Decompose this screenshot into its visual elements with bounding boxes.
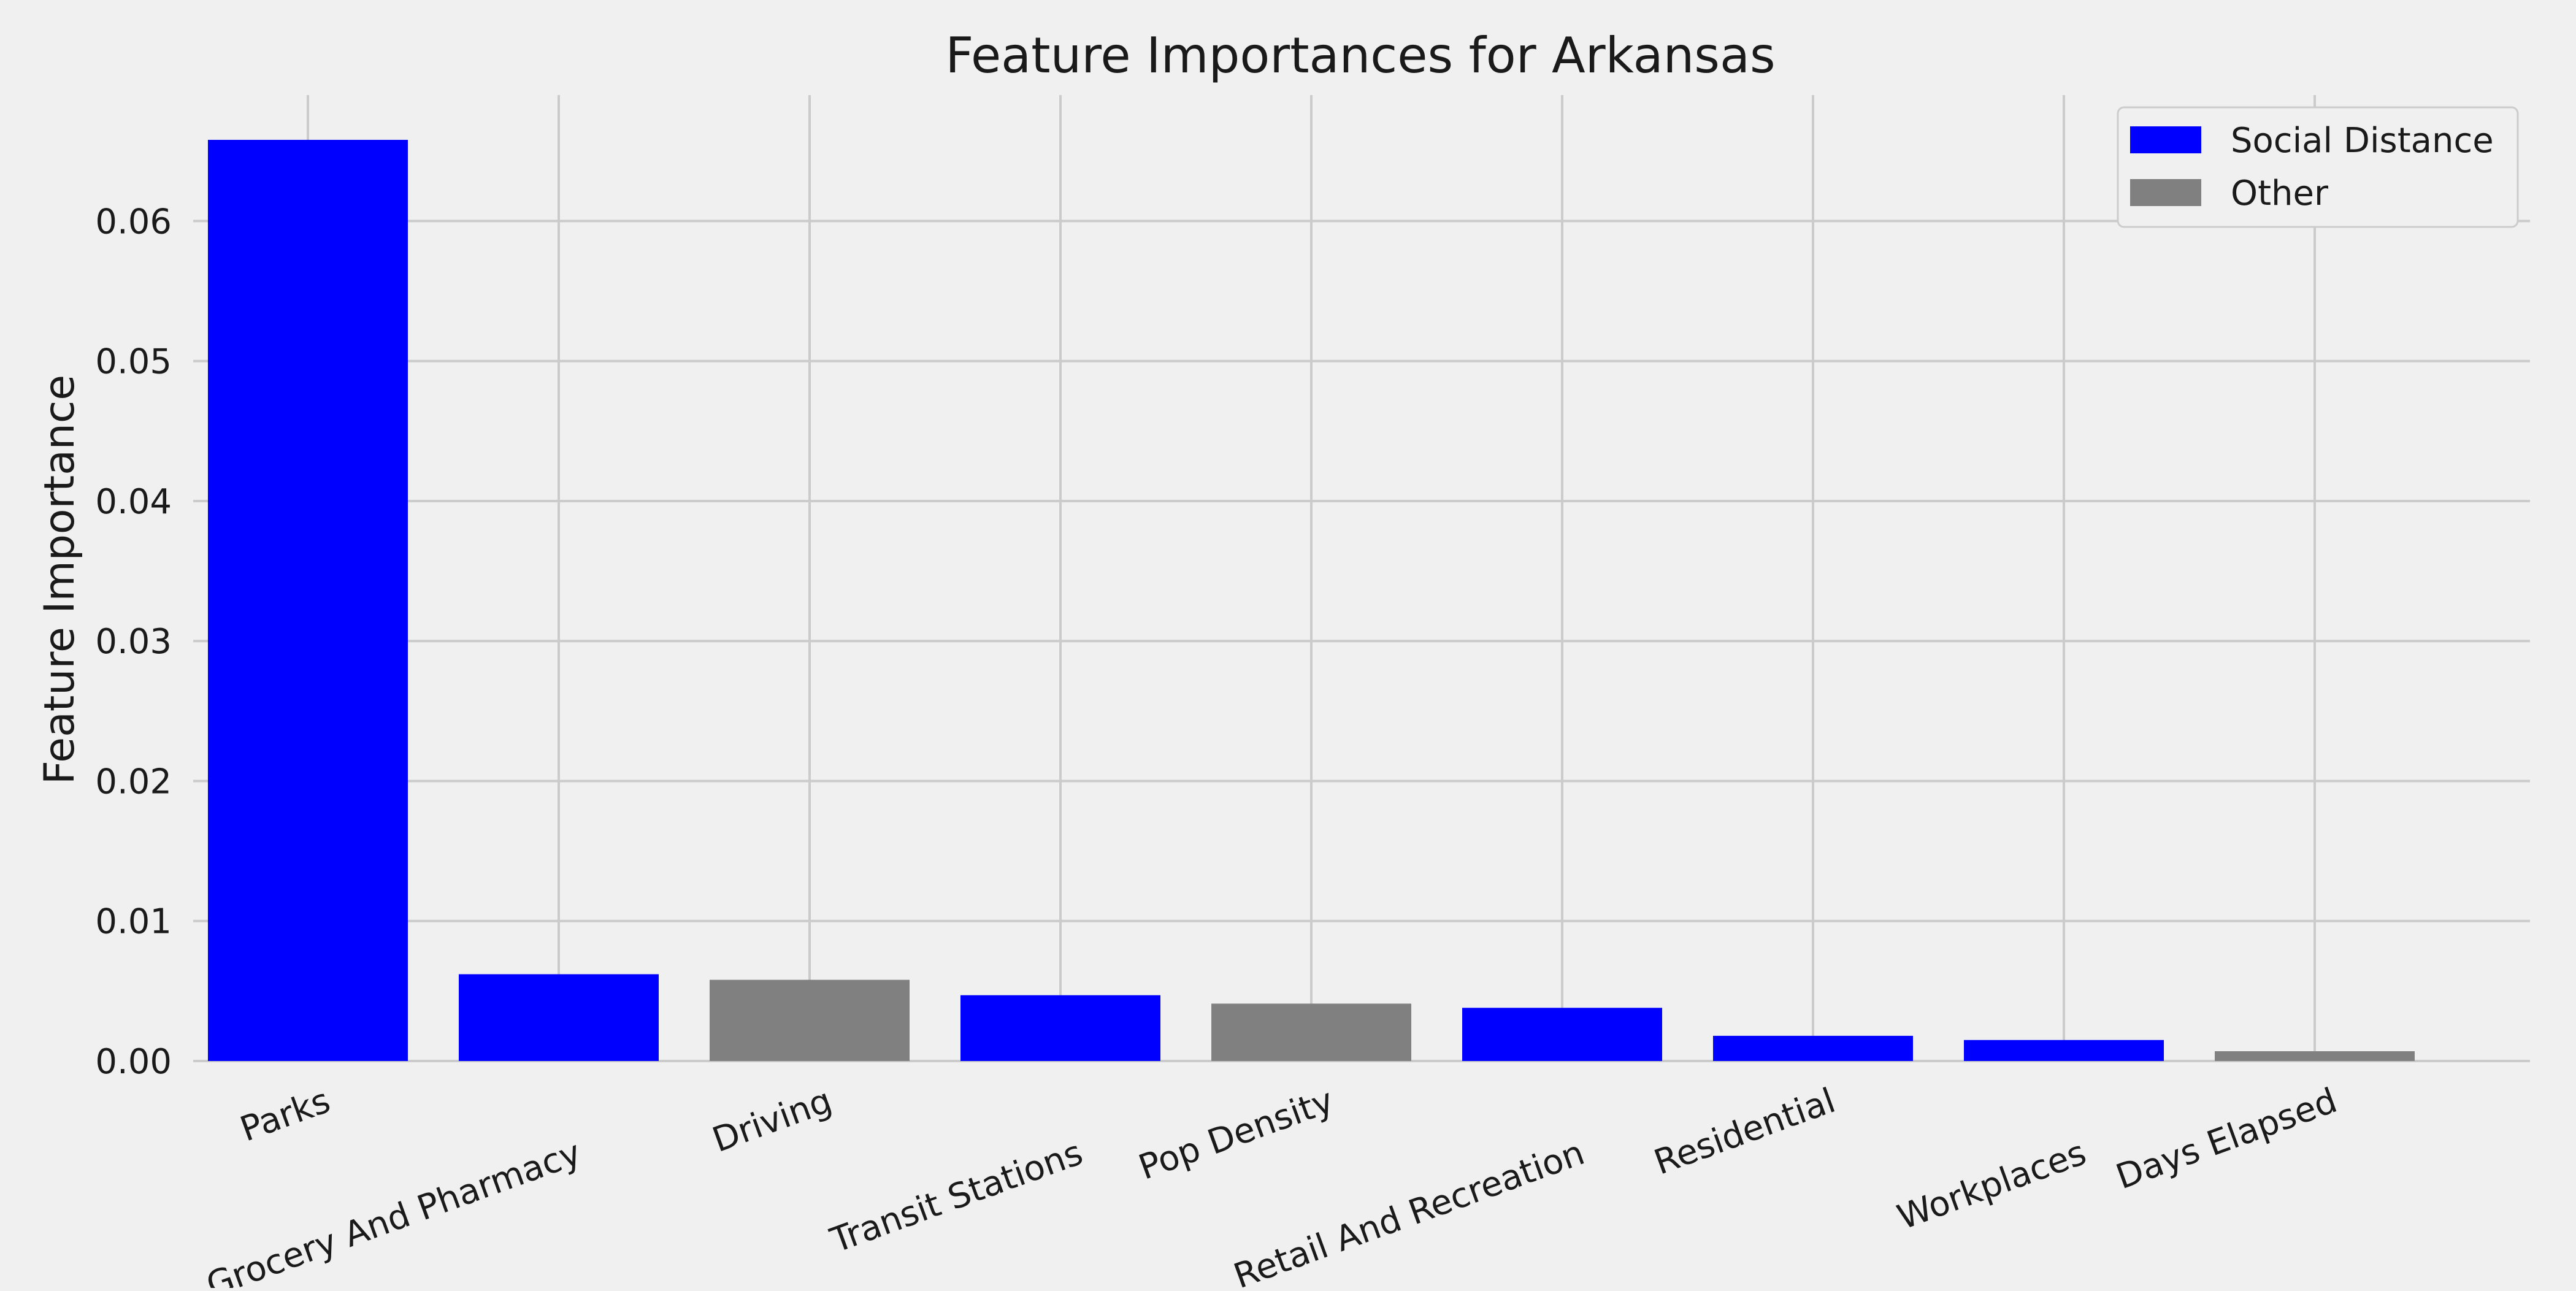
y-tick-label: 0.04 <box>95 482 172 522</box>
legend-label: Other <box>2231 174 2329 213</box>
y-tick-label: 0.02 <box>95 762 172 802</box>
bar-driving <box>710 979 910 1061</box>
y-axis-label: Feature Importance <box>36 375 84 784</box>
y-tick-label: 0.05 <box>95 342 172 382</box>
bar-pop-density <box>1211 1003 1411 1061</box>
bar-grocery-and-pharmacy <box>459 974 659 1061</box>
legend-label: Social Distance <box>2231 121 2494 161</box>
bar-workplaces <box>1964 1040 2164 1061</box>
bar-days-elapsed <box>2215 1051 2415 1061</box>
legend-box <box>2117 106 2519 228</box>
chart-title: Feature Importances for Arkansas <box>945 27 1775 84</box>
bar-retail-and-recreation <box>1462 1008 1662 1061</box>
bar-transit-stations <box>960 995 1160 1061</box>
y-tick-label: 0.00 <box>95 1042 172 1082</box>
y-tick-label: 0.03 <box>95 622 172 662</box>
y-tick-label: 0.01 <box>95 902 172 942</box>
bar-residential <box>1713 1035 1913 1061</box>
y-tick-label: 0.06 <box>95 202 172 242</box>
y-tick-labels: 0.00 0.01 0.02 0.03 0.04 0.05 0.06 <box>95 202 172 1082</box>
bars <box>208 140 2415 1062</box>
bar-parks <box>208 140 408 1062</box>
legend: Social Distance Other <box>2117 106 2519 228</box>
legend-swatch <box>2130 179 2201 206</box>
legend-swatch <box>2130 126 2201 153</box>
